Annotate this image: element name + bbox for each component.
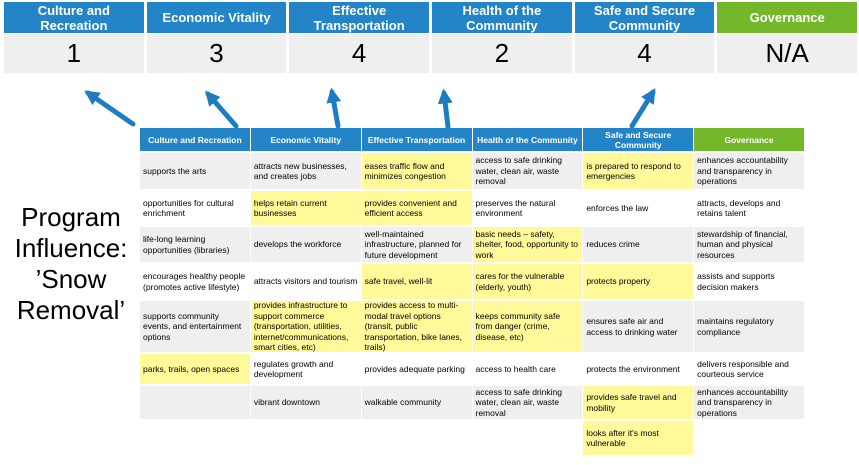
matrix-cell: looks after it's most vulnerable (583, 421, 694, 455)
matrix-header-culture-recreation: Culture and Recreation (140, 128, 250, 151)
summary-score-safe-secure-community: 4 (574, 34, 715, 73)
matrix-cell: provides adequate parking (361, 354, 472, 384)
matrix-cell: parks, trails, open spaces (140, 354, 250, 384)
matrix-cell: safe travel, well-lit (361, 264, 472, 299)
up-arrow-icon (205, 90, 239, 129)
matrix-cell: encourages healthy people (promotes acti… (140, 264, 250, 299)
matrix-cell: attracts visitors and tourism (250, 264, 361, 299)
matrix-cell: is prepared to respond to emergencies (583, 153, 694, 189)
matrix-header-governance: Governance (694, 128, 804, 151)
matrix-cell: regulates growth and development (250, 354, 361, 384)
summary-header-culture-recreation: Culture and Recreation (4, 2, 144, 33)
up-arrow-icon (437, 88, 453, 130)
matrix-cell: provides infrastructure to support comme… (250, 300, 361, 352)
matrix-cell: eases traffic flow and minimizes congest… (361, 153, 472, 189)
matrix-cell: maintains regulatory compliance (694, 301, 804, 352)
summary-header-governance: Governance (717, 2, 857, 33)
up-arrow-icon (326, 87, 342, 129)
matrix-cell: preserves the natural environment (472, 191, 583, 225)
matrix-cell (694, 421, 804, 455)
matrix-cell: supports the arts (140, 153, 250, 189)
program-influence-label: Program Influence: ’Snow Removal’ (14, 202, 128, 325)
influence-matrix: Culture and Recreation Economic Vitality… (140, 128, 804, 455)
matrix-cell: develops the workforce (250, 227, 361, 262)
matrix-cell: provides safe travel and mobility (583, 386, 694, 419)
matrix-cell: delivers responsible and courteous servi… (694, 354, 804, 384)
matrix-cell: keeps community safe from danger (crime,… (472, 301, 583, 352)
up-arrow-icon (629, 88, 656, 129)
summary-header-health-community: Health of the Community (432, 2, 572, 33)
matrix-cell (140, 386, 250, 419)
matrix-cell: helps retain current businesses (250, 191, 361, 225)
matrix-cell: enhances accountability and transparency… (694, 386, 804, 419)
matrix-cell (472, 421, 583, 455)
matrix-cell (361, 421, 472, 455)
matrix-cell: basic needs – safety, shelter, food, opp… (472, 227, 583, 262)
matrix-cell: attracts new businesses, and creates job… (250, 153, 361, 189)
matrix-cell: vibrant downtown (250, 386, 361, 419)
matrix-cell: attracts, develops and retains talent (694, 191, 804, 225)
matrix-cell: access to safe drinking water, clean air… (472, 386, 583, 419)
summary-score-governance: N/A (717, 34, 857, 73)
matrix-cell: provides convenient and efficient access (361, 191, 472, 225)
matrix-cell (140, 421, 250, 455)
matrix-cell: stewardship of financial, human and phys… (694, 227, 804, 262)
matrix-cell: well-maintained infrastructure, planned … (361, 227, 472, 262)
summary-score-economic-vitality: 3 (146, 34, 287, 73)
matrix-cell (250, 421, 361, 455)
matrix-cell: enhances accountability and transparency… (694, 153, 804, 189)
summary-score-health-community: 2 (432, 34, 572, 73)
up-arrow-icon (84, 90, 136, 127)
matrix-cell: ensures safe air and access to drinking … (583, 301, 694, 352)
matrix-cell: opportunities for cultural enrichment (140, 191, 250, 225)
summary-header-safe-secure-community: Safe and Secure Community (574, 2, 715, 33)
matrix-cell: protects property (583, 264, 694, 299)
matrix-header-safe-secure-community: Safe and Secure Community (583, 128, 694, 151)
summary-header-effective-transportation: Effective Transportation (289, 2, 429, 33)
summary-table: Culture and Recreation Economic Vitality… (4, 2, 857, 73)
matrix-cell: cares for the vulnerable (elderly, youth… (472, 264, 583, 299)
matrix-header-effective-transportation: Effective Transportation (361, 128, 472, 151)
summary-score-culture-recreation: 1 (4, 34, 144, 73)
matrix-cell: provides access to multi-modal travel op… (361, 300, 472, 352)
matrix-cell: assists and supports decision makers (694, 264, 804, 299)
matrix-cell: walkable community (361, 386, 472, 419)
matrix-cell: protects the environment (583, 354, 694, 384)
matrix-cell: life-long learning opportunities (librar… (140, 227, 250, 262)
matrix-cell: enforces the law (583, 191, 694, 225)
matrix-cell: reduces crime (583, 227, 694, 262)
matrix-cell: supports community events, and entertain… (140, 301, 250, 352)
matrix-header-economic-vitality: Economic Vitality (250, 128, 361, 151)
matrix-cell: access to safe drinking water, clean air… (472, 153, 583, 189)
summary-score-effective-transportation: 4 (289, 34, 429, 73)
matrix-cell: access to health care (472, 354, 583, 384)
summary-header-economic-vitality: Economic Vitality (146, 2, 287, 33)
matrix-header-health-community: Health of the Community (472, 128, 583, 151)
